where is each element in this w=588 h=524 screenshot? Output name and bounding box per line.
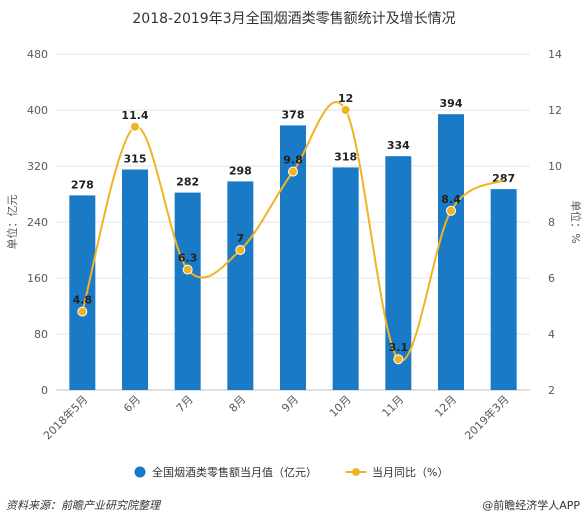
- bar-value-label: 394: [440, 97, 463, 110]
- legend-bar-marker: [134, 466, 146, 478]
- line-point: [130, 121, 140, 132]
- right-axis-title: 单位：%: [569, 200, 583, 243]
- category-tick-label: 10月: [327, 393, 354, 420]
- left-tick-label: 320: [27, 160, 48, 173]
- category-tick-label: 2019年3月: [462, 392, 512, 442]
- line-point: [77, 306, 88, 317]
- bar: [69, 195, 96, 390]
- line-value-label: 7: [237, 232, 245, 245]
- bar: [122, 169, 148, 390]
- left-tick-label: 480: [27, 48, 48, 61]
- legend-bar-label: 全国烟酒类零售额当月值（亿元）: [152, 465, 317, 479]
- category-tick-label: 12月: [432, 393, 459, 420]
- line-value-label: 12: [338, 92, 353, 105]
- left-tick-label: 80: [34, 328, 48, 341]
- bar-value-label: 334: [387, 139, 410, 152]
- line-value-label: 6.3: [178, 252, 198, 265]
- line-value-label: 4.8: [73, 294, 93, 307]
- bar-value-label: 318: [334, 150, 357, 163]
- line-point: [235, 245, 246, 255]
- legend-line-label: 当月同比（%）: [372, 465, 448, 479]
- bar-value-label: 315: [124, 153, 147, 166]
- legend-line-marker: [352, 468, 360, 476]
- right-tick-label: 8: [548, 216, 555, 229]
- bar: [174, 192, 201, 390]
- category-tick-label: 6月: [121, 393, 143, 415]
- bar: [332, 167, 359, 390]
- right-tick-label: 14: [548, 48, 562, 61]
- bar: [490, 189, 517, 390]
- bar-value-label: 378: [282, 108, 305, 121]
- left-axis-title: 单位：亿元: [5, 195, 19, 250]
- source-note: 资料来源：前瞻产业研究院整理: [6, 499, 160, 512]
- left-tick-label: 240: [27, 216, 48, 229]
- bar-value-label: 282: [176, 176, 199, 189]
- left-tick-label: 0: [41, 384, 48, 397]
- right-tick-label: 4: [548, 328, 555, 341]
- category-tick-label: 7月: [174, 393, 196, 415]
- line-point: [340, 105, 351, 115]
- right-tick-label: 10: [548, 160, 562, 173]
- line-value-label: 3.1: [389, 341, 409, 354]
- category-tick-label: 2018年5月: [40, 392, 90, 442]
- right-tick-label: 2: [548, 384, 555, 397]
- bar: [227, 181, 254, 390]
- line-point: [182, 264, 193, 275]
- chart-title: 2018-2019年3月全国烟酒类零售额统计及增长情况: [132, 11, 456, 27]
- category-tick-label: 8月: [227, 393, 249, 415]
- line-value-label: 8.4: [441, 193, 461, 206]
- left-tick-label: 160: [27, 272, 48, 285]
- right-tick-label: 6: [548, 272, 555, 285]
- yoy-growth-line: [81, 101, 505, 362]
- bar-value-label: 278: [71, 178, 94, 191]
- line-point: [393, 354, 404, 365]
- line-point: [288, 166, 298, 177]
- left-tick-label: 400: [27, 104, 48, 117]
- line-point: [446, 205, 456, 216]
- line-value-label: 9.8: [283, 154, 303, 167]
- bar: [385, 156, 412, 390]
- category-tick-label: 11月: [380, 393, 407, 420]
- category-tick-label: 9月: [279, 393, 301, 415]
- bar: [438, 114, 464, 390]
- bar-value-label: 298: [229, 164, 252, 177]
- brand-credit: @前瞻经济学人APP: [482, 499, 580, 512]
- right-tick-label: 12: [548, 104, 562, 117]
- line-value-label: 11.4: [121, 109, 148, 122]
